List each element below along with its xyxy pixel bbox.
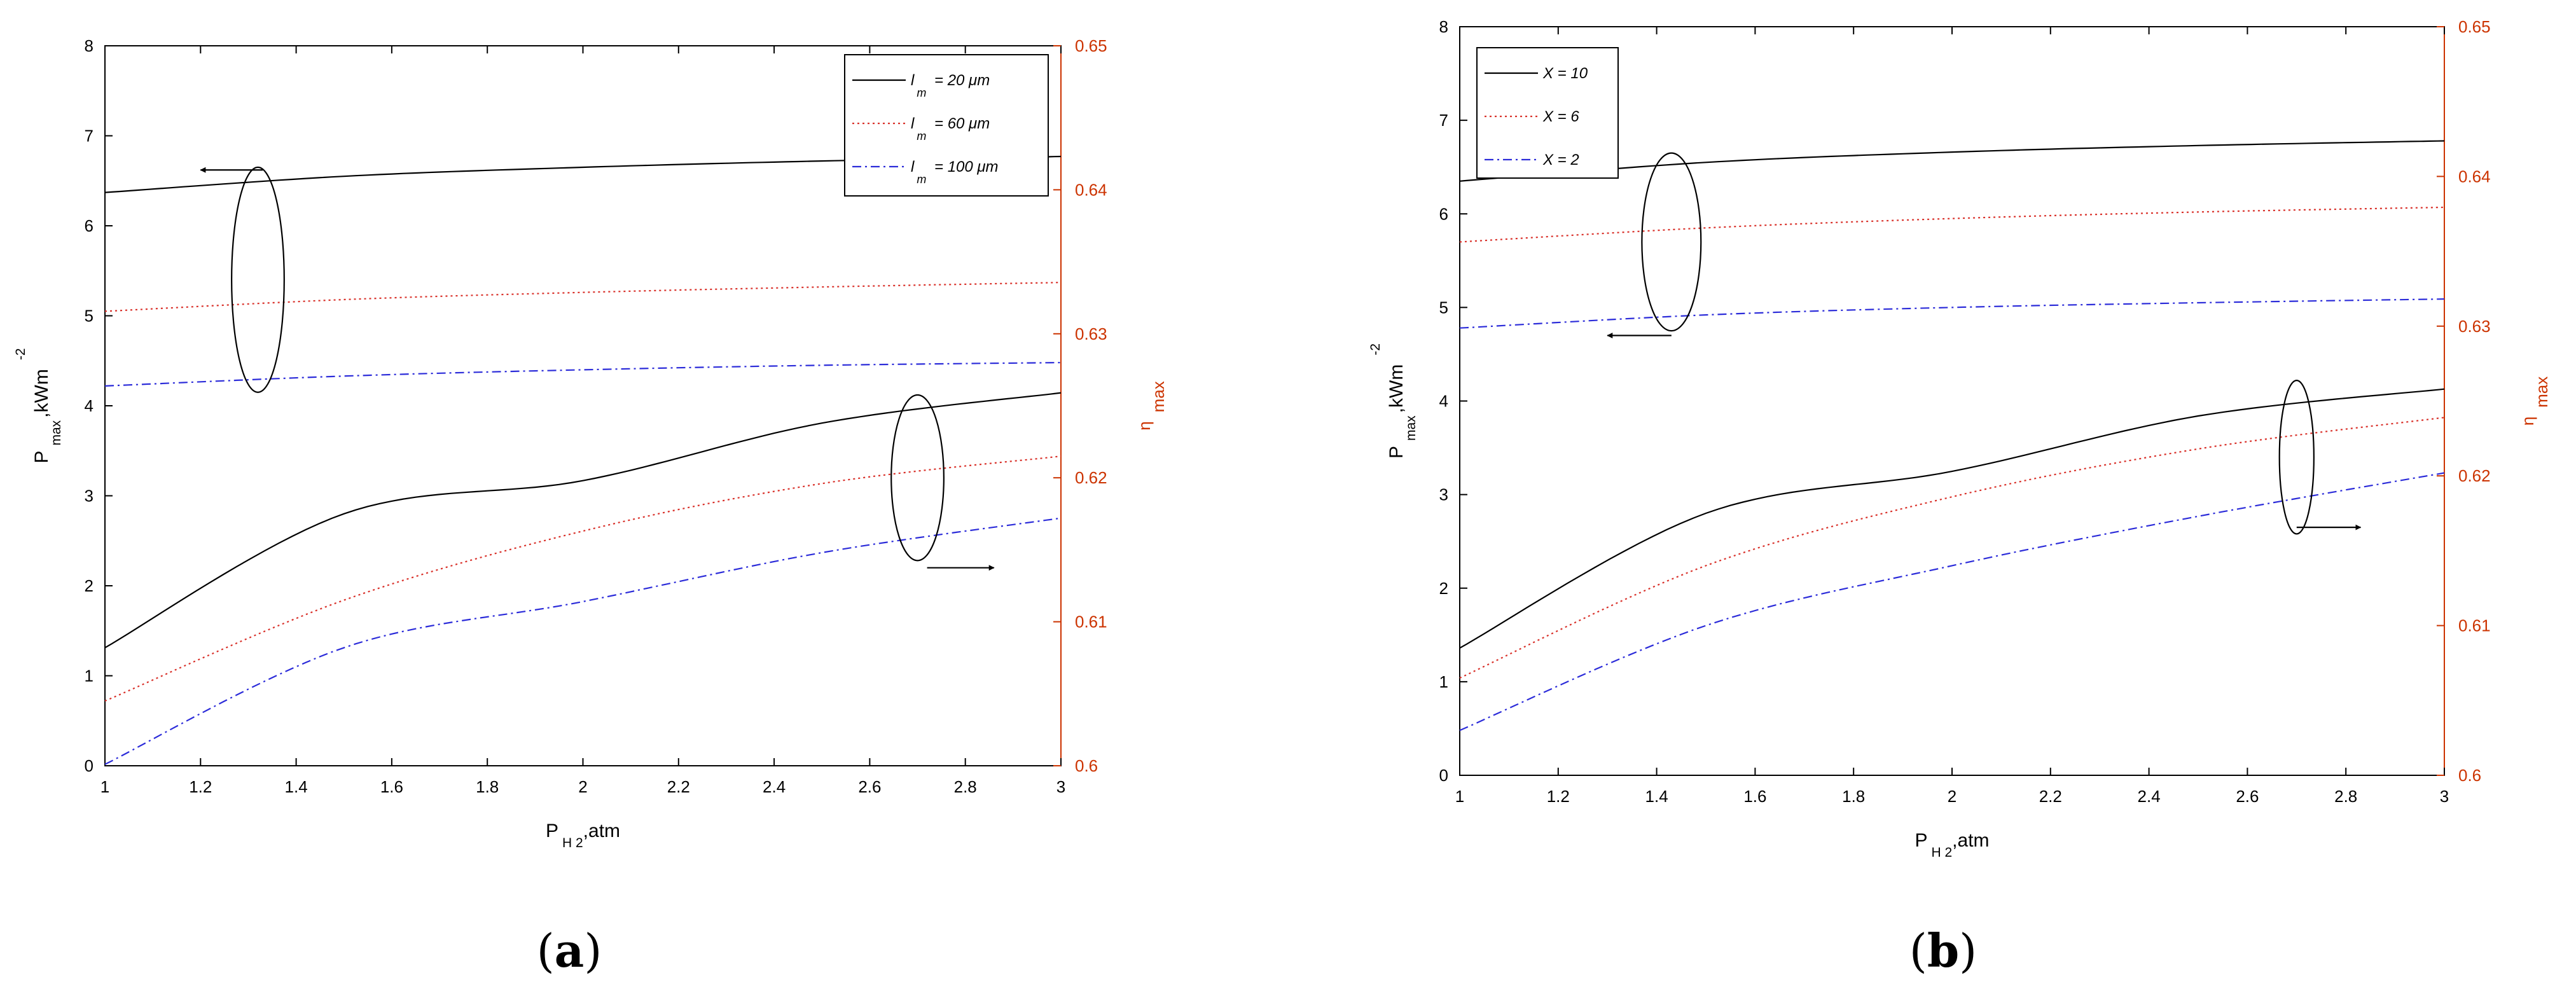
x-tick-label: 3 [2440,787,2449,806]
y-right-tick-label: 0.62 [1075,468,1107,487]
series-line-left-2 [1459,298,2445,329]
legend: lm = 20 μm lm = 60 μm lm = 100 μm [844,54,1049,197]
series-line-right-5 [104,517,1062,765]
y-left-axis-label: Pmax,kWm-2 [13,348,64,463]
y-left-tick-label: 7 [85,127,93,146]
legend-entry-label: lm = 60 μm [911,115,990,142]
y-left-tick-label: 4 [85,396,93,415]
y-right-tick-label: 0.61 [1075,612,1107,632]
series-line-left-2 [104,362,1062,387]
y-left-tick-label: 8 [85,36,93,55]
x-axis-label: PH 2,atm [546,820,620,850]
x-tick-label: 1.4 [285,777,308,796]
y-left-tick-label: 8 [1439,17,1448,36]
legend-entry-label: X = 2 [1542,151,1579,169]
x-tick-label: 2 [1948,787,1956,806]
legend-entry-label: X = 10 [1542,65,1588,82]
y-left-tick-label: 1 [85,667,93,686]
x-tick-label: 1.6 [1743,787,1766,806]
x-tick-label: 2.2 [2039,787,2062,806]
y-right-tick-label: 0.65 [1075,36,1107,55]
x-tick-label: 2.6 [2236,787,2259,806]
y-right-tick-label: 0.64 [1075,180,1107,199]
y-right-tick-label: 0.6 [2458,766,2481,785]
annotation-ellipse [1641,152,1702,332]
series-line-left-1 [104,282,1062,312]
panel-label-b: (b) [1909,923,1977,978]
x-tick-label: 1 [100,777,109,796]
x-tick-label: 2.4 [763,777,786,796]
y-left-tick-label: 3 [1439,485,1448,504]
y-right-tick-label: 0.6 [1075,756,1098,775]
annotation-ellipse [231,166,285,393]
legend-entry-label: lm = 20 μm [911,72,990,99]
x-tick-label: 1 [1455,787,1464,806]
y-right-tick-label: 0.63 [1075,324,1107,343]
y-left-tick-label: 5 [1439,298,1448,317]
panel-label-a: (a) [537,923,602,978]
y-left-tick-label: 2 [85,576,93,595]
y-left-axis-label: Pmax,kWm-2 [1368,343,1418,459]
legend-box [1476,47,1619,179]
x-tick-label: 2 [578,777,587,796]
y-left-tick-label: 5 [85,307,93,326]
x-tick-label: 2.2 [667,777,690,796]
y-right-tick-label: 0.63 [2458,317,2491,336]
chart-panel-a: 1 1.2 1.4 1.6 1.8 2 2.2 2.4 2.6 2.8 30123456780.60… [13,36,1168,850]
legend: X = 10 X = 6 X = 2 [1476,47,1619,179]
y-left-tick-label: 0 [85,756,93,775]
x-tick-label: 1.8 [476,777,499,796]
y-left-tick-label: 7 [1439,111,1448,130]
legend-entry-label: lm = 100 μm [911,158,999,186]
series-line-right-3 [104,392,1062,649]
annotation-ellipse [890,394,945,562]
series-line-right-4 [104,455,1062,702]
legend-box [844,54,1049,197]
x-tick-label: 2.6 [858,777,881,796]
legend-entry-label: X = 6 [1542,108,1579,125]
series-line-right-4 [1459,417,2445,679]
y-left-tick-label: 6 [1439,204,1448,223]
x-tick-label: 1.6 [380,777,403,796]
x-tick-label: 1.2 [189,777,212,796]
y-left-tick-label: 1 [1439,672,1448,691]
y-left-tick-label: 3 [85,487,93,506]
x-axis-label: PH 2,atm [1915,830,1989,860]
x-tick-label: 3 [1056,777,1065,796]
y-left-tick-label: 0 [1439,766,1448,785]
annotation-ellipse [2278,380,2315,535]
y-right-tick-label: 0.65 [2458,17,2491,36]
y-left-tick-label: 2 [1439,579,1448,598]
y-right-tick-label: 0.62 [2458,466,2491,485]
x-tick-label: 2.8 [2334,787,2357,806]
series-line-left-1 [1459,206,2445,243]
y-left-tick-label: 6 [85,216,93,235]
y-right-axis-label: ηmax [2518,377,2551,426]
x-tick-label: 2.4 [2138,787,2161,806]
y-right-axis-label: ηmax [1135,381,1168,431]
y-left-tick-label: 4 [1439,392,1448,411]
y-right-tick-label: 0.64 [2458,167,2491,186]
x-tick-label: 1.4 [1645,787,1668,806]
x-tick-label: 2.8 [954,777,977,796]
series-line-right-5 [1459,472,2445,731]
chart-panel-b: 1 1.2 1.4 1.6 1.8 2 2.2 2.4 2.6 2.8 30123456780.60… [1368,17,2551,860]
series-line-right-3 [1459,388,2445,649]
y-right-tick-label: 0.61 [2458,616,2491,635]
x-tick-label: 1.2 [1547,787,1570,806]
x-tick-label: 1.8 [1842,787,1865,806]
